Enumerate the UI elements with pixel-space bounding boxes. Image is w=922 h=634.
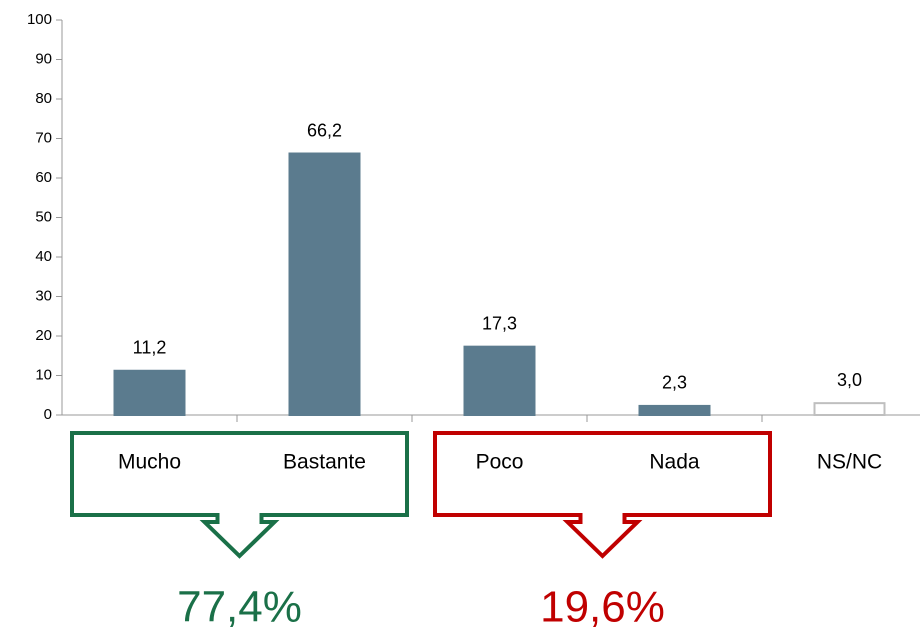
value-label: 66,2	[307, 120, 342, 140]
group-total: 77,4%	[177, 583, 302, 632]
value-label: 17,3	[482, 313, 517, 333]
x-tick-label: NS/NC	[817, 451, 882, 474]
bar	[463, 345, 536, 417]
y-tick-label: 0	[44, 406, 52, 423]
x-tick-label: Mucho	[118, 451, 181, 474]
bar	[113, 369, 186, 417]
y-tick-label: 60	[35, 169, 52, 186]
y-tick-label: 30	[35, 287, 52, 304]
x-tick-label: Bastante	[283, 451, 366, 474]
bar	[638, 404, 711, 417]
y-tick-label: 70	[35, 129, 52, 146]
value-label: 3,0	[837, 370, 862, 390]
y-tick-label: 50	[35, 208, 52, 225]
x-tick-label: Nada	[649, 451, 700, 474]
group-bracket	[70, 431, 409, 559]
value-label: 11,2	[133, 338, 167, 358]
y-tick-label: 40	[35, 248, 52, 265]
y-tick-label: 10	[35, 366, 52, 383]
y-tick-label: 20	[35, 327, 52, 344]
value-label: 2,3	[662, 373, 687, 393]
group-total: 19,6%	[540, 583, 665, 632]
bar	[288, 152, 361, 416]
x-tick-label: Poco	[476, 451, 524, 474]
y-tick-label: 80	[35, 90, 52, 107]
group-bracket	[433, 431, 772, 559]
bar	[813, 402, 886, 416]
y-tick-label: 90	[35, 50, 52, 67]
y-tick-label: 100	[27, 11, 52, 28]
